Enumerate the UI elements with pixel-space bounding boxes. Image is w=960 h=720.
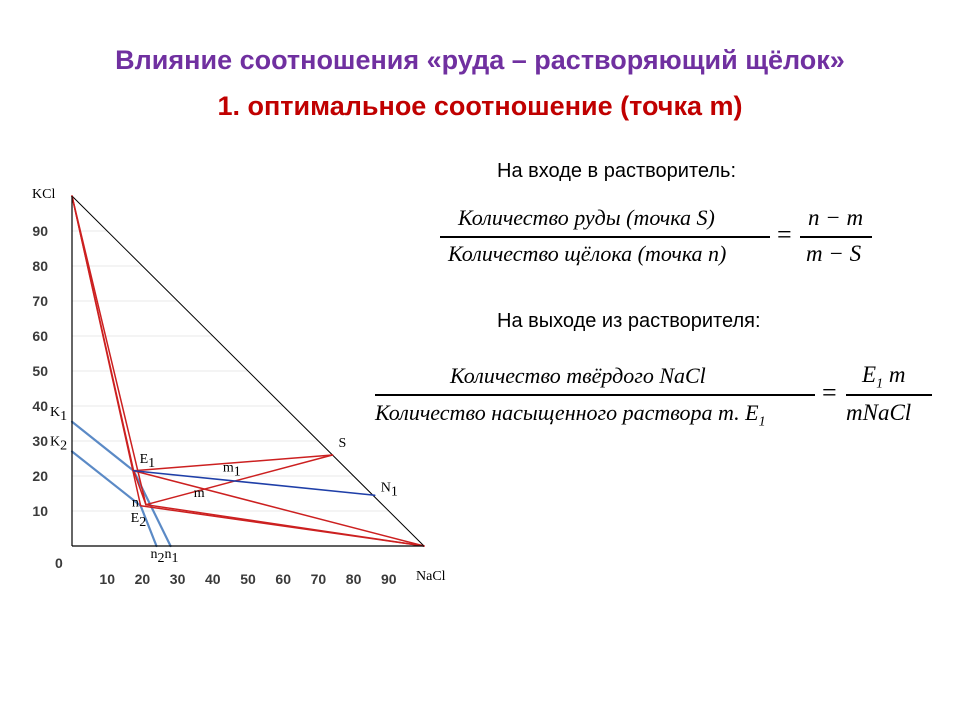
y-tick-40: 40 [32, 398, 48, 414]
outlet-lhs-denominator: Количество насыщенного раствора т. E1 [375, 400, 766, 430]
outlet-rhs-denominator: mNaCl [846, 400, 912, 425]
label-N1-sub: 1 [391, 484, 398, 499]
y-tick-30: 30 [32, 433, 48, 449]
y-tick-50: 50 [32, 363, 48, 379]
outlet-lhs-denominator-sub: 1 [758, 414, 766, 430]
inlet-lhs-numerator: Количество руды (точка S) [458, 205, 715, 230]
label-m1-sub: 1 [234, 465, 241, 480]
line-KCl-NaCl [71, 195, 425, 547]
outlet-lhs-denominator-main: Количество насыщенного раствора т. E [375, 400, 759, 425]
y-tick-90: 90 [32, 223, 48, 239]
line-E1-NaCl [132, 470, 425, 547]
label-E2: E2 [131, 511, 147, 530]
line-E2-n2 [139, 504, 158, 548]
x-tick-70: 70 [311, 571, 327, 587]
outlet-rhs-numerator-tail: m [883, 362, 906, 387]
x-tick-20: 20 [135, 571, 151, 587]
label-n: n [132, 496, 139, 511]
label-S: S [338, 436, 346, 451]
label-K2: K2 [50, 435, 67, 454]
y-tick-70: 70 [32, 293, 48, 309]
line-KCl-n [71, 195, 147, 506]
label-E2-sub: 2 [139, 515, 146, 530]
y-tick-80: 80 [32, 258, 48, 274]
line-n-S [145, 454, 334, 506]
grid [72, 230, 389, 512]
label-n2-sub: 2 [157, 551, 164, 566]
point-labels: K1 K2 E1 E2n n2 n1 m m1 S N1 [50, 405, 398, 566]
line-E1-N1 [132, 469, 376, 497]
outlet-rhs-bar [846, 394, 932, 396]
x-tick-50: 50 [240, 571, 256, 587]
inlet-lhs-bar [440, 236, 770, 238]
outlet-rhs-numerator: E1 m [862, 362, 905, 393]
label-n1: n1 [165, 547, 179, 566]
outlet-rhs-numerator-sub: 1 [876, 376, 884, 392]
origin-label: 0 [55, 555, 63, 571]
inlet-caption: На входе в растворитель: [497, 160, 737, 182]
label-n2: n2 [150, 547, 164, 566]
diagram-lines [70, 195, 425, 548]
label-E1-sub: 1 [148, 456, 155, 471]
x-tick-60: 60 [275, 571, 291, 587]
x-tick-90: 90 [381, 571, 397, 587]
inlet-equals: = [777, 220, 792, 249]
outlet-lhs-bar [375, 394, 815, 396]
inlet-rhs-bar [800, 236, 872, 238]
outlet-caption: На выходе из растворителя: [497, 310, 761, 332]
label-m1: m1 [223, 461, 241, 480]
outlet-lhs-numerator: Количество твёрдого NaCl [450, 363, 706, 388]
outlet-rhs-numerator-main: E [862, 362, 877, 387]
y-axis-label: KCl [32, 187, 55, 202]
outlet-equals: = [822, 378, 837, 407]
y-tick-10: 10 [32, 503, 48, 519]
inlet-lhs-denominator: Количество щёлока (точка n) [448, 241, 727, 266]
inlet-rhs-denominator: m − S [806, 241, 862, 266]
label-K1: K1 [50, 405, 67, 424]
x-tick-30: 30 [170, 571, 186, 587]
label-K1-sub: 1 [60, 409, 67, 424]
x-tick-10: 10 [99, 571, 115, 587]
line-E1-n [132, 470, 147, 506]
label-N1: N1 [381, 480, 398, 499]
line-KCl-E2 [71, 195, 142, 507]
x-axis-label: NaCl [416, 569, 446, 584]
x-tick-40: 40 [205, 571, 221, 587]
title-line-2: 1. оптимальное соотношение (точка m) [217, 91, 743, 121]
inlet-rhs-numerator: n − m [808, 205, 864, 230]
line-E1-n1 [132, 469, 172, 548]
line-K2-E2 [70, 450, 142, 507]
title-line-1: Влияние соотношения «руда – растворяющий… [115, 45, 845, 75]
line-K1-E1 [70, 420, 135, 472]
diagram-axes: KCl NaCl 0 [32, 187, 446, 584]
label-E1: E1 [140, 452, 156, 471]
x-tick-80: 80 [346, 571, 362, 587]
y-tick-20: 20 [32, 468, 48, 484]
line-E1-S [132, 454, 334, 472]
label-K2-sub: 2 [60, 439, 67, 454]
line-n-NaCl [145, 503, 425, 547]
label-m: m [194, 486, 205, 501]
label-n1-sub: 1 [172, 551, 179, 566]
y-tick-60: 60 [32, 328, 48, 344]
